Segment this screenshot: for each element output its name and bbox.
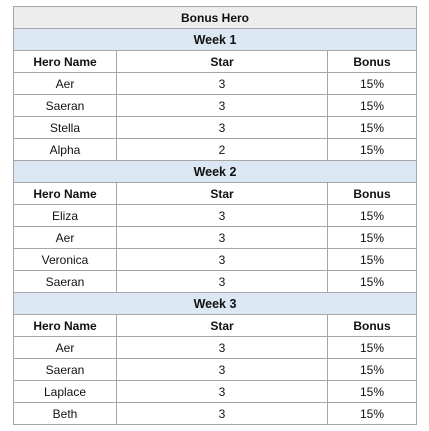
hero-name-cell: Aer: [13, 72, 117, 95]
week-label: Week 3: [12, 292, 418, 315]
table-row: Beth 3 15%: [13, 402, 418, 425]
table-body: Bonus Hero Week 1 Hero Name Star Bonus Aer 3 1…: [12, 6, 418, 425]
bonus-header: Bonus: [326, 182, 418, 205]
star-cell: 3: [116, 226, 328, 249]
hero-name-cell: Aer: [13, 336, 117, 359]
star-header: Star: [116, 182, 328, 205]
table-row: Aer 3 15%: [13, 226, 418, 249]
title-row: Bonus Hero: [12, 6, 418, 29]
hero-name-cell: Eliza: [13, 204, 117, 227]
star-cell: 3: [116, 248, 328, 271]
table-row: Aer 3 15%: [13, 336, 418, 359]
bonus-cell: 15%: [326, 204, 418, 227]
bonus-header: Bonus: [326, 314, 418, 337]
bonus-cell: 15%: [326, 358, 418, 381]
star-cell: 3: [116, 72, 328, 95]
column-header-row: Hero Name Star Bonus: [13, 182, 418, 205]
star-cell: 2: [116, 138, 328, 161]
bonus-cell: 15%: [326, 94, 418, 117]
bonus-cell: 15%: [326, 138, 418, 161]
bonus-cell: 15%: [326, 248, 418, 271]
table-row: Saeran 3 15%: [13, 358, 418, 381]
column-header-row: Hero Name Star Bonus: [13, 314, 418, 337]
table-row: Stella 3 15%: [13, 116, 418, 139]
star-cell: 3: [116, 380, 328, 403]
hero-name-cell: Saeran: [13, 94, 117, 117]
hero-name-cell: Saeran: [13, 270, 117, 293]
column-header-row: Hero Name Star Bonus: [13, 50, 418, 73]
star-cell: 3: [116, 270, 328, 293]
bonus-cell: 15%: [326, 270, 418, 293]
table-row: Saeran 3 15%: [13, 270, 418, 293]
table-row: Alpha 2 15%: [13, 138, 418, 161]
hero-name-cell: Veronica: [13, 248, 117, 271]
hero-name-cell: Stella: [13, 116, 117, 139]
star-cell: 3: [116, 402, 328, 425]
bonus-cell: 15%: [326, 116, 418, 139]
hero-name-header: Hero Name: [13, 314, 117, 337]
bonus-cell: 15%: [326, 380, 418, 403]
star-cell: 3: [116, 336, 328, 359]
star-cell: 3: [116, 94, 328, 117]
star-header: Star: [116, 50, 328, 73]
table-row: Saeran 3 15%: [13, 94, 418, 117]
week-label: Week 2: [12, 160, 418, 183]
table-title: Bonus Hero: [12, 6, 418, 29]
bonus-cell: 15%: [326, 336, 418, 359]
bonus-header: Bonus: [326, 50, 418, 73]
bonus-cell: 15%: [326, 402, 418, 425]
hero-name-cell: Aer: [13, 226, 117, 249]
table-row: Aer 3 15%: [13, 72, 418, 95]
hero-name-header: Hero Name: [13, 50, 117, 73]
table-row: Laplace 3 15%: [13, 380, 418, 403]
star-header: Star: [116, 314, 328, 337]
hero-name-cell: Beth: [13, 402, 117, 425]
week-header-row: Week 3: [12, 292, 418, 315]
week-header-row: Week 2: [12, 160, 418, 183]
week-label: Week 1: [12, 28, 418, 51]
table-row: Eliza 3 15%: [13, 204, 418, 227]
bonus-cell: 15%: [326, 72, 418, 95]
hero-name-cell: Alpha: [13, 138, 117, 161]
bonus-hero-table: Bonus Hero Week 1 Hero Name Star Bonus Aer 3 1…: [12, 6, 418, 425]
star-cell: 3: [116, 358, 328, 381]
bonus-cell: 15%: [326, 226, 418, 249]
hero-name-header: Hero Name: [13, 182, 117, 205]
hero-name-cell: Saeran: [13, 358, 117, 381]
hero-name-cell: Laplace: [13, 380, 117, 403]
week-header-row: Week 1: [12, 28, 418, 51]
star-cell: 3: [116, 204, 328, 227]
star-cell: 3: [116, 116, 328, 139]
table-row: Veronica 3 15%: [13, 248, 418, 271]
